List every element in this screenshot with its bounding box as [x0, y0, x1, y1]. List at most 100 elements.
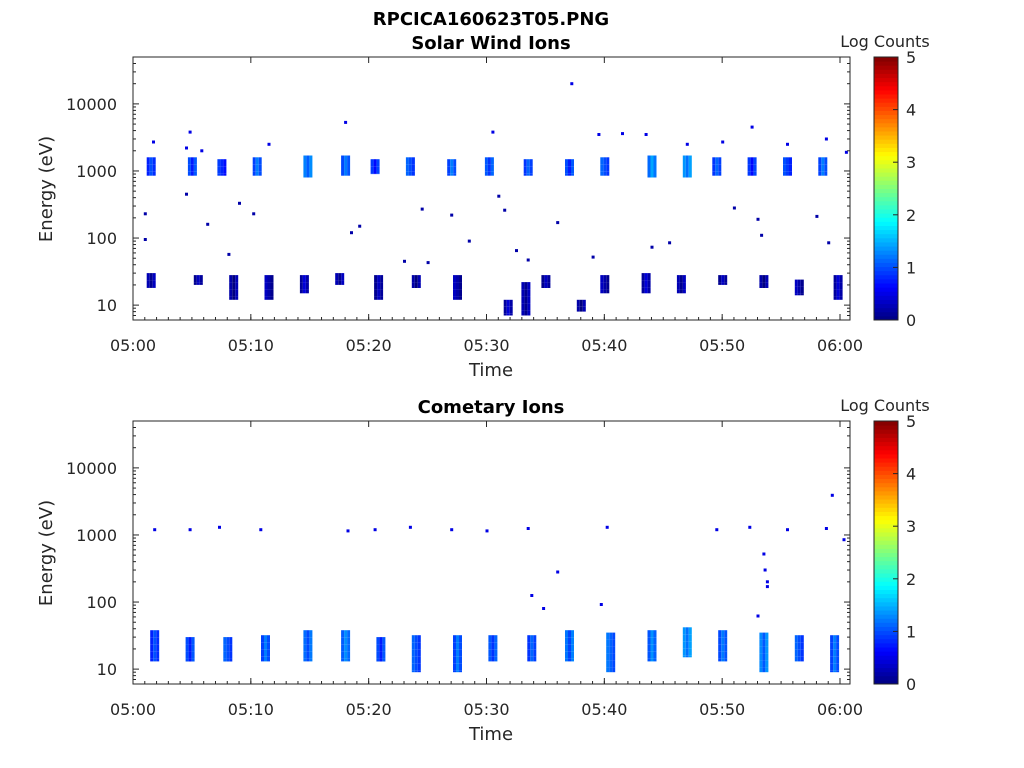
- burst-cell: [223, 658, 227, 662]
- burst-cell: [220, 159, 224, 167]
- burst-cell: [226, 658, 230, 662]
- scatter-point: [188, 130, 192, 134]
- burst-cell: [223, 637, 227, 645]
- burst-cell: [600, 164, 604, 172]
- burst-cell: [506, 313, 510, 316]
- scatter-point: [827, 241, 831, 245]
- burst-cell: [721, 644, 725, 652]
- burst-cell: [606, 632, 610, 640]
- colorbar-cell: [874, 278, 898, 284]
- burst-cell: [821, 171, 825, 176]
- burst-cell: [603, 289, 607, 294]
- burst-cell: [833, 663, 837, 671]
- burst-cell: [582, 299, 586, 307]
- burst-cell: [721, 637, 725, 645]
- colorbar-tick-label: 1: [906, 622, 916, 641]
- y-tick-label: 100: [86, 229, 117, 248]
- scatter-point: [467, 239, 471, 243]
- burst-cell: [765, 632, 769, 640]
- colorbar-tick-label: 0: [906, 675, 916, 694]
- figure-title: RPCICA160623T05.PNG: [373, 9, 609, 30]
- burst-cell: [156, 651, 160, 659]
- burst-cell: [235, 275, 239, 283]
- burst-cell: [653, 658, 657, 662]
- colorbar-cell: [874, 462, 898, 467]
- burst-cell: [839, 289, 843, 297]
- burst-cell: [306, 176, 310, 178]
- burst-cell: [833, 642, 837, 650]
- colorbar-cell: [874, 610, 898, 615]
- burst-cell: [223, 644, 227, 652]
- burst-cell: [223, 651, 227, 659]
- burst-cell: [571, 173, 574, 176]
- burst-cell: [344, 155, 348, 163]
- burst-cell: [571, 166, 574, 174]
- burst-cell: [156, 644, 160, 652]
- burst-cell: [750, 164, 754, 172]
- burst-cell: [750, 171, 754, 176]
- burst-cell: [152, 280, 156, 288]
- burst-cell: [150, 658, 154, 662]
- colorbar-cell: [874, 659, 898, 664]
- burst-cell: [603, 275, 607, 283]
- burst-cell: [647, 630, 651, 638]
- burst-cell: [229, 658, 233, 662]
- burst-cell: [606, 171, 610, 176]
- burst-cell: [524, 310, 528, 316]
- burst-cell: [824, 157, 828, 165]
- burst-cell: [377, 289, 381, 297]
- burst-cell: [759, 639, 763, 647]
- burst-cell: [490, 171, 494, 176]
- plot-frame: [132, 420, 851, 685]
- burst-cell: [530, 656, 534, 662]
- scatter-point: [373, 528, 377, 532]
- scatter-point: [350, 231, 353, 235]
- burst-cell: [688, 641, 692, 649]
- burst-cell: [653, 162, 657, 170]
- burst-cell: [833, 296, 837, 300]
- burst-cell: [647, 287, 651, 294]
- burst-cell: [347, 644, 351, 652]
- burst-cell: [309, 644, 313, 652]
- burst-cell: [447, 166, 451, 174]
- burst-cell: [414, 282, 418, 288]
- burst-cell: [783, 157, 786, 165]
- burst-cell: [411, 275, 415, 283]
- burst-cell: [650, 637, 654, 645]
- colorbar-cell: [874, 98, 898, 103]
- burst-cell: [718, 637, 722, 645]
- scatter-point: [765, 580, 769, 584]
- colorbar-label-solar-wind: Log Counts: [840, 32, 930, 51]
- burst-cell: [152, 273, 156, 281]
- burst-cell: [647, 644, 651, 652]
- burst-cell: [565, 166, 568, 174]
- burst-cell: [411, 649, 415, 657]
- burst-cell: [459, 289, 462, 297]
- burst-cell: [488, 642, 492, 650]
- burst-cell: [533, 642, 537, 650]
- burst-cell: [747, 171, 751, 176]
- burst-cell: [306, 658, 310, 662]
- colorbar-cell: [874, 233, 898, 239]
- burst-cell: [303, 644, 307, 652]
- burst-cell: [759, 275, 763, 283]
- burst-cell: [724, 644, 728, 652]
- burst-cell: [603, 282, 607, 290]
- burst-cell: [836, 656, 840, 664]
- burst-cell: [379, 644, 383, 652]
- burst-cell: [830, 642, 834, 650]
- burst-cell: [405, 164, 409, 172]
- burst-cell: [341, 169, 345, 176]
- burst-cell: [459, 635, 462, 643]
- burst-cell: [306, 644, 310, 652]
- colorbar-cell: [874, 630, 898, 636]
- burst-cell: [718, 171, 722, 176]
- burst-cell: [609, 660, 613, 668]
- burst-cell: [688, 648, 692, 656]
- burst-cell: [411, 635, 415, 643]
- burst-cell: [565, 637, 568, 645]
- burst-cell: [524, 289, 528, 297]
- scatter-point: [650, 245, 654, 249]
- burst-cell: [264, 635, 267, 643]
- burst-cell: [309, 162, 313, 170]
